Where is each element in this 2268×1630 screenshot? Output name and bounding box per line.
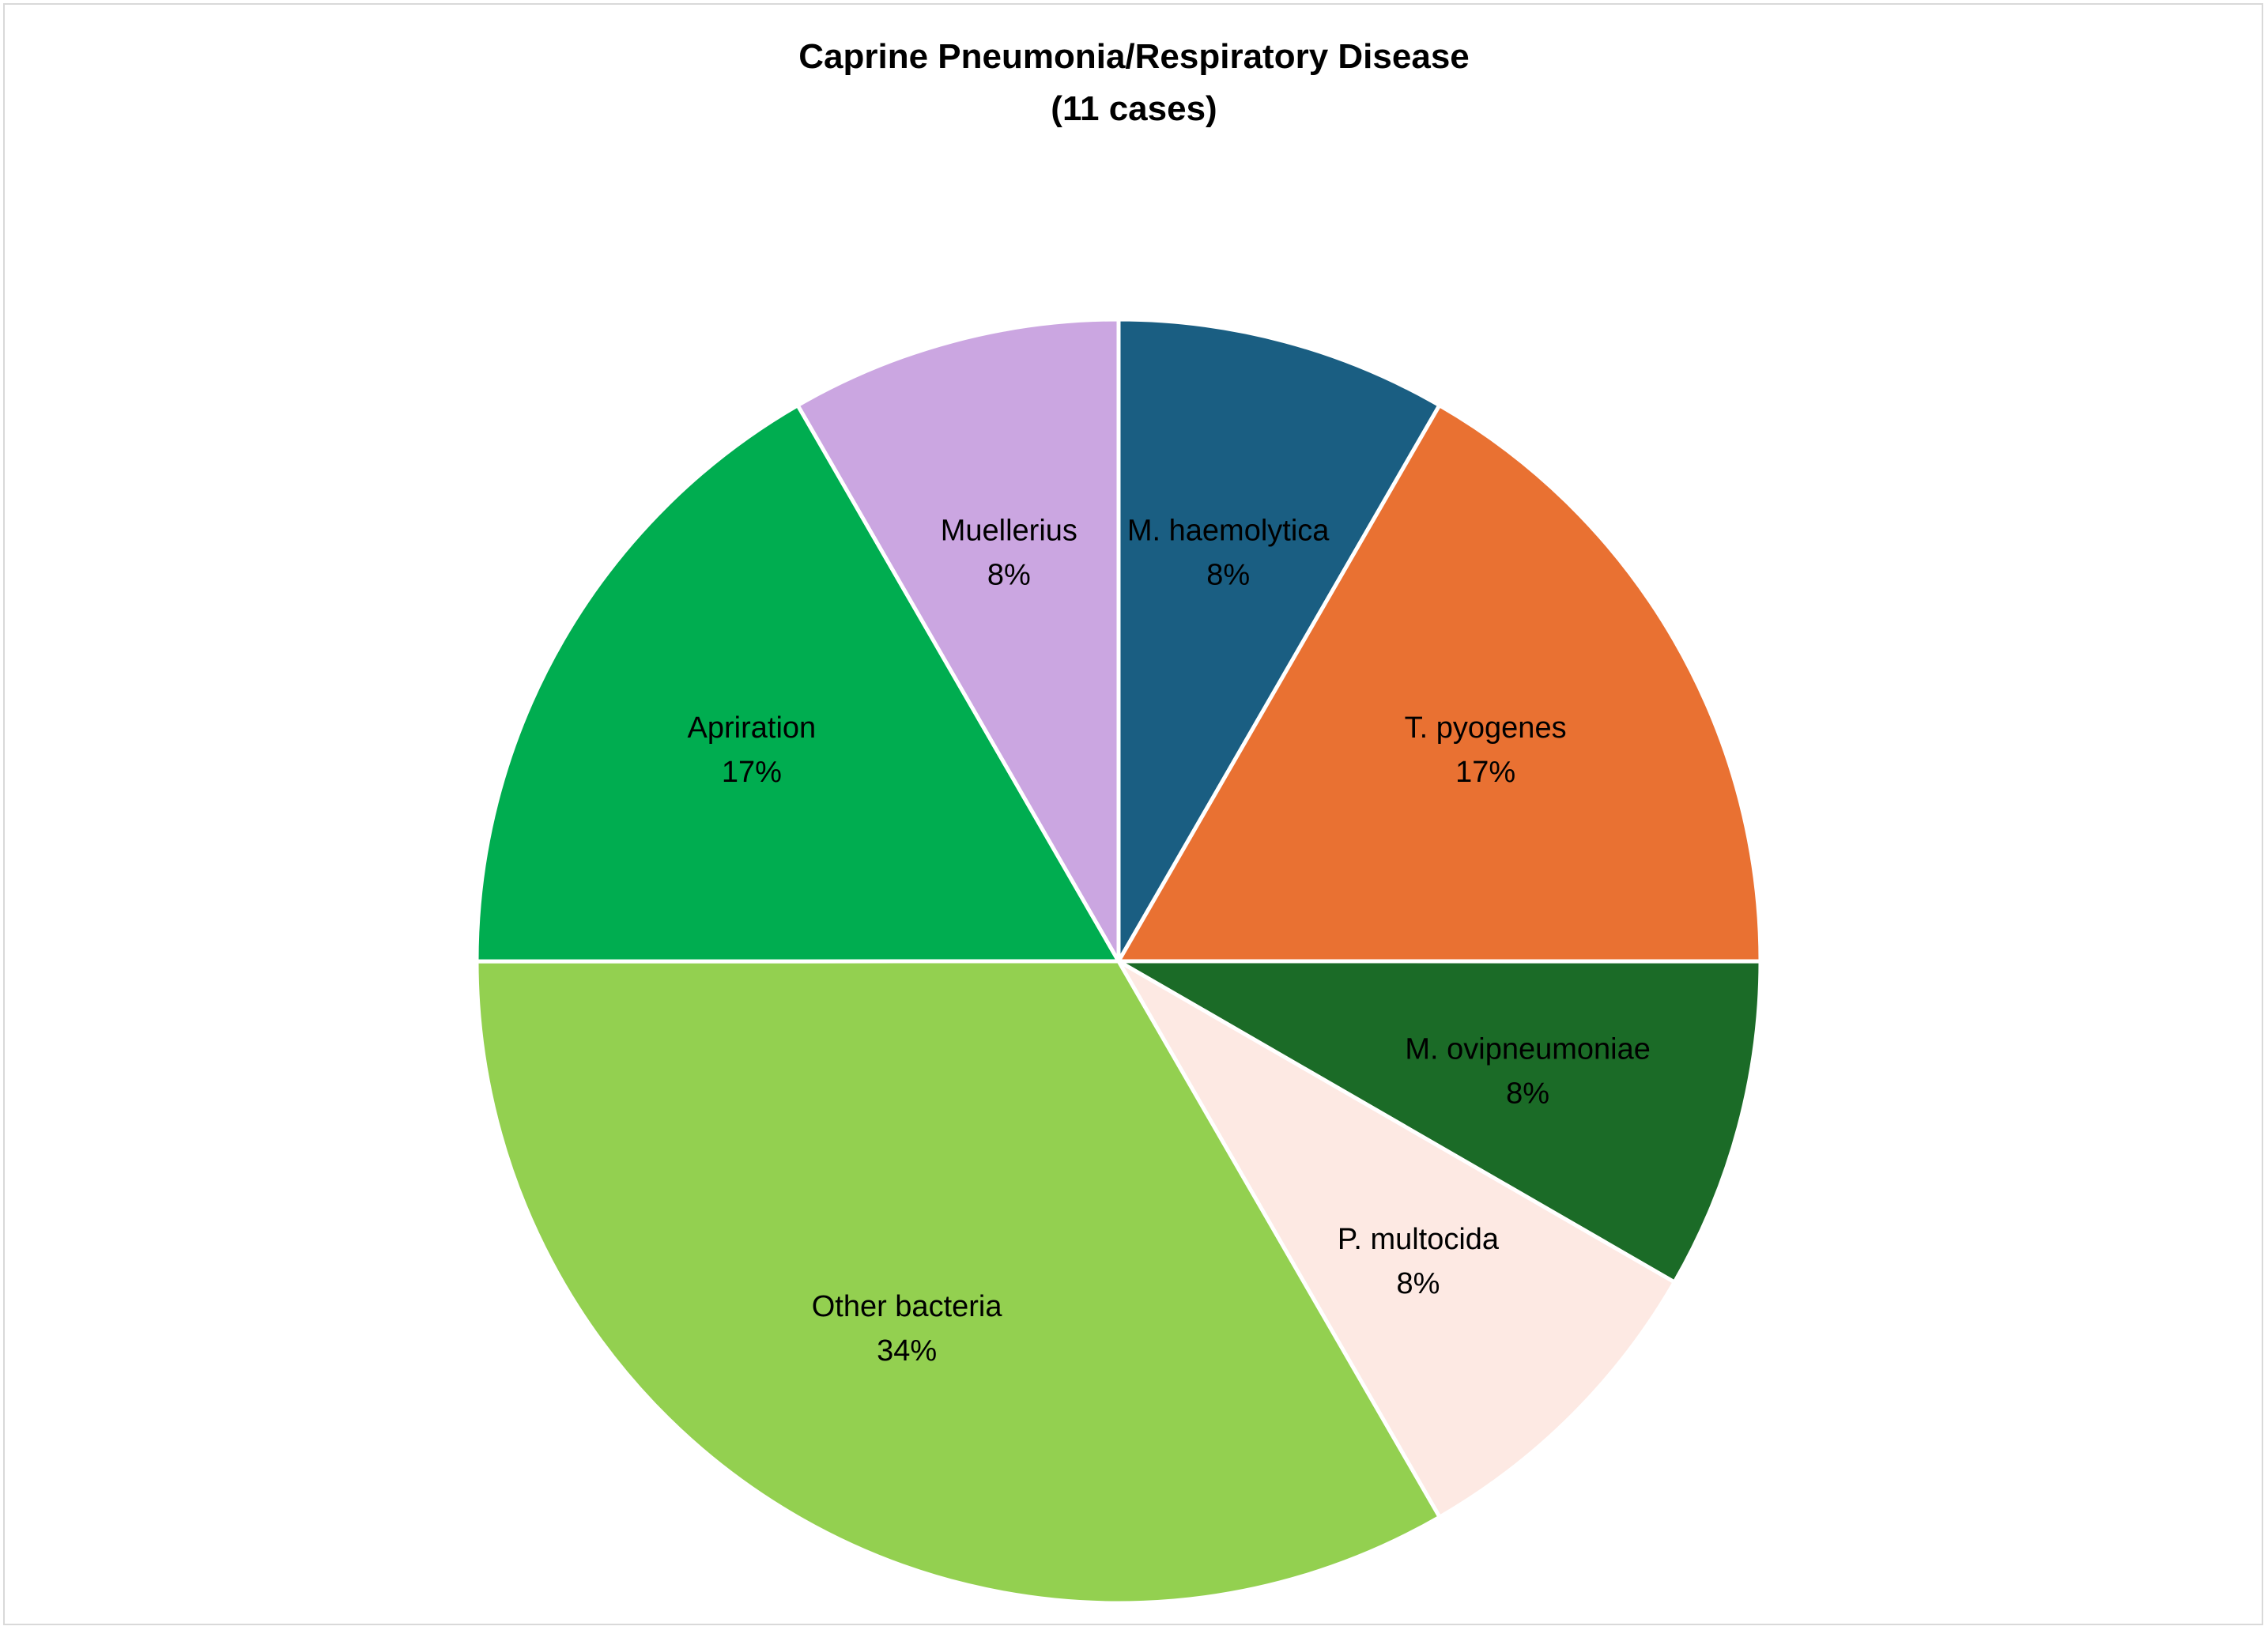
- data-label-t-pyogenes: T. pyogenes 17%: [1405, 711, 1567, 789]
- data-label-other-bacteria: Other bacteria 34%: [812, 1290, 1003, 1368]
- data-label-m-haemolytica: M. haemolytica 8%: [1127, 514, 1330, 591]
- data-label-apriration: Apriration 17%: [688, 711, 817, 789]
- data-label-category: M. haemolytica: [1127, 514, 1330, 547]
- pie-slice-t-pyogenes: [1116, 403, 1763, 964]
- pie-slice-p-multocida: [1116, 959, 1677, 1519]
- data-label-m-ovipneumoniae: M. ovipneumoniae 8%: [1405, 1033, 1651, 1111]
- data-label-percent: 8%: [1397, 1267, 1440, 1300]
- chart-title: Caprine Pneumonia/Respiratory Disease: [798, 37, 1470, 76]
- chart-subtitle: (11 cases): [1051, 89, 1217, 128]
- pie-slices: [474, 317, 1763, 1605]
- data-label-percent: 8%: [987, 558, 1031, 591]
- pie-slice-m-ovipneumoniae: [1116, 959, 1763, 1285]
- pie-labels: M. haemolytica 8% T. pyogenes 17% M. ovipneu…: [688, 514, 1651, 1368]
- pie-slice-apriration: [474, 403, 1121, 964]
- pie-slice-other-bacteria: [474, 959, 1442, 1605]
- pie-slice-muellerius: [795, 317, 1121, 964]
- data-label-percent: 17%: [722, 756, 782, 789]
- data-label-percent: 8%: [1506, 1077, 1549, 1111]
- data-label-category: T. pyogenes: [1405, 711, 1567, 745]
- pie-slice-m-haemolytica: [1116, 317, 1442, 964]
- data-label-muellerius: Muellerius 8%: [941, 514, 1077, 591]
- data-label-category: P. multocida: [1338, 1223, 1500, 1256]
- data-label-category: Apriration: [688, 711, 817, 745]
- data-label-category: Muellerius: [941, 514, 1077, 547]
- data-label-percent: 8%: [1206, 558, 1250, 591]
- data-label-percent: 17%: [1455, 756, 1515, 789]
- data-label-category: M. ovipneumoniae: [1405, 1033, 1651, 1066]
- data-label-category: Other bacteria: [812, 1290, 1003, 1323]
- data-label-percent: 34%: [877, 1334, 937, 1368]
- data-label-p-multocida: P. multocida 8%: [1338, 1223, 1500, 1300]
